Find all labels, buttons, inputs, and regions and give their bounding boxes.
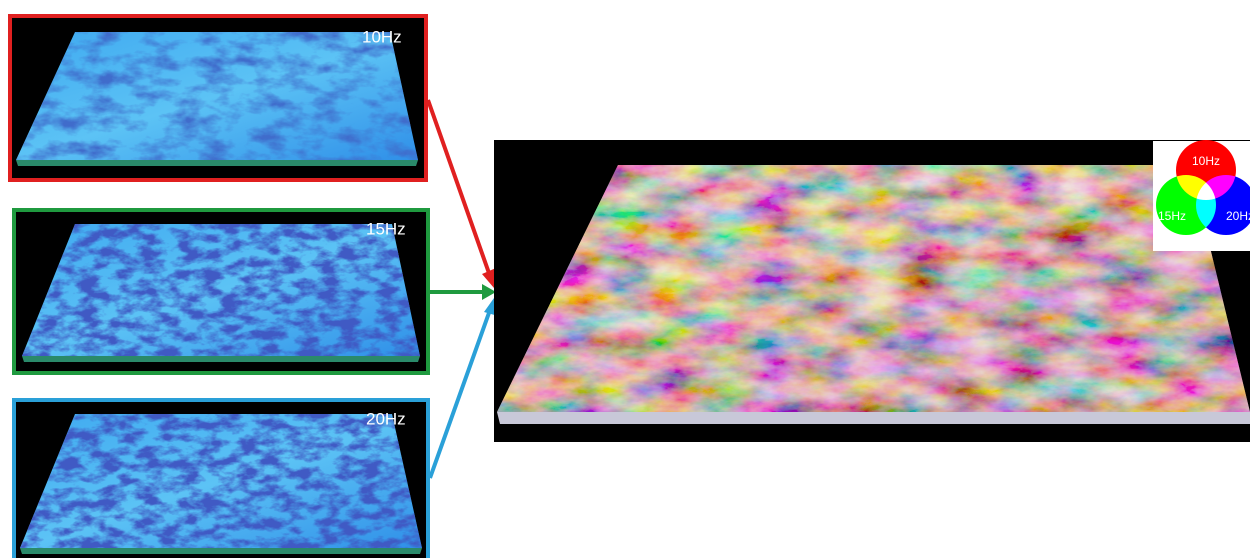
panel-15hz: 15Hz [14,210,428,373]
legend-label: 20Hz [1226,209,1250,223]
legend-label: 10Hz [1192,154,1220,168]
panel-label: 10Hz [362,27,402,46]
slice-texture [20,414,422,548]
slice-edge [16,160,418,166]
slice-texture [497,165,1250,412]
panel-10hz: 10Hz [10,16,426,180]
panel-20hz: 20Hz [14,400,428,558]
blended-panel [494,140,1250,442]
slice-edge [22,356,420,362]
diagram: 10Hz 15Hz 20Hz [0,0,1250,558]
slice-edge [497,412,1250,424]
legend-label: 15Hz [1158,209,1186,223]
arrow [430,310,490,478]
rgb-legend: 10Hz 15Hz 20Hz [1153,140,1250,251]
slice-texture [16,32,418,160]
arrowhead [482,268,496,288]
panel-label: 15Hz [366,219,406,238]
slice-edge [20,548,422,554]
arrow [428,100,490,276]
arrows [428,100,498,478]
slice-texture [22,224,420,356]
panel-label: 20Hz [366,409,406,428]
